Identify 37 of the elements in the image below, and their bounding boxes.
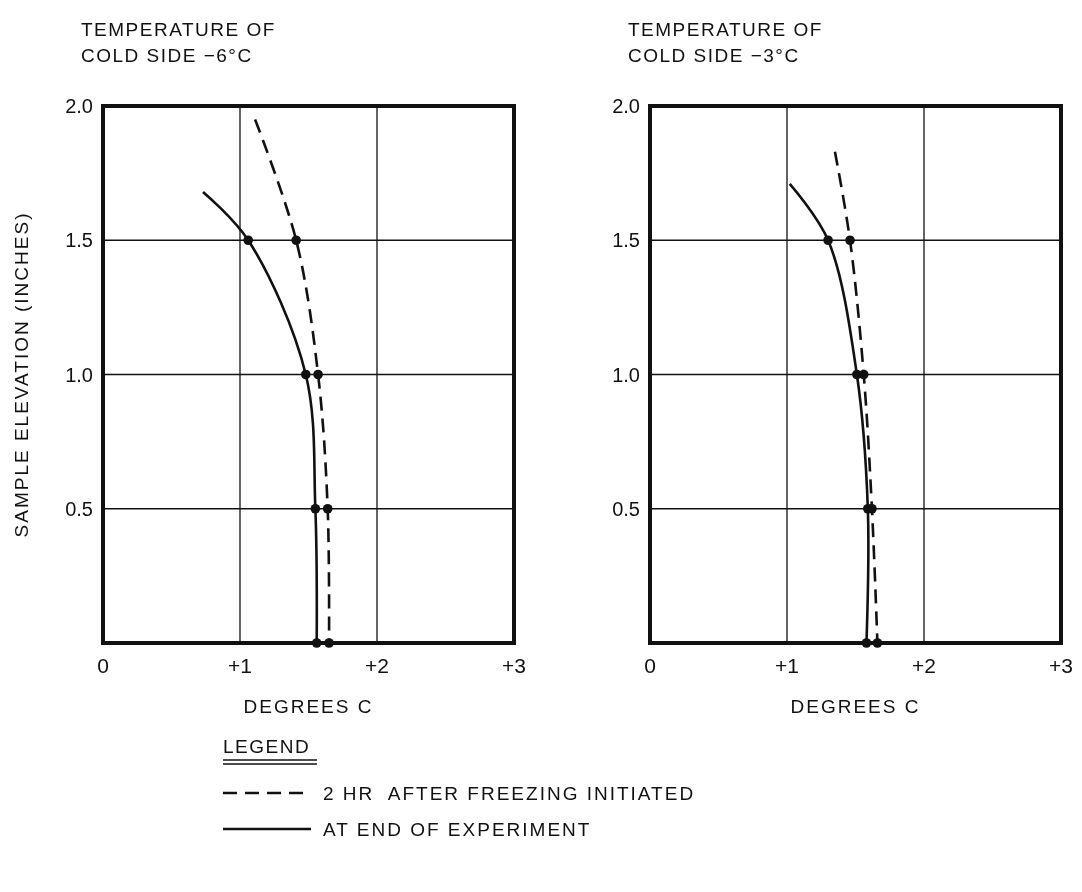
chart-title: TEMPERATURE OF COLD SIDE −6°C [81, 19, 276, 66]
point [243, 235, 254, 246]
y-tick-label: 1.5 [65, 229, 93, 252]
point [823, 235, 833, 246]
y-tick-label: 0.5 [612, 497, 640, 520]
x-tick-label: +3 [1049, 654, 1073, 677]
point [845, 235, 855, 246]
point [852, 369, 862, 380]
point [861, 638, 872, 648]
y-tick-label: 0.5 [65, 497, 93, 520]
y-tick-label: 2.0 [65, 95, 93, 117]
y-tick-label: 2.0 [612, 95, 640, 117]
legend-label: AT END OF EXPERIMENT [323, 819, 592, 840]
x-tick-label: 0 [97, 654, 109, 677]
legend-label: 2 HR AFTER FREEZING INITIATED [323, 783, 696, 804]
point [311, 638, 322, 648]
x-tick-label: +3 [502, 654, 526, 677]
x-tick-label: 0 [644, 654, 656, 677]
chart-title: TEMPERATURE OF COLD SIDE −3°C [628, 19, 823, 66]
point [313, 369, 323, 380]
point [872, 638, 883, 648]
y-tick-label: 1.5 [612, 229, 640, 252]
point [300, 369, 311, 380]
x-tick-label: +2 [365, 654, 389, 677]
x-tick-label: +2 [912, 654, 936, 677]
legend-title: LEGEND [223, 736, 311, 757]
y-axis-title: SAMPLE ELEVATION (INCHES) [11, 211, 32, 538]
point [310, 503, 321, 514]
y-tick-label: 1.0 [612, 363, 640, 386]
y-tick-label: 1.0 [65, 363, 93, 386]
x-tick-label: +1 [228, 654, 252, 677]
point [324, 638, 334, 648]
point [291, 235, 301, 246]
x-axis-title: DEGREES C [243, 696, 374, 717]
x-axis-title: DEGREES C [790, 696, 921, 717]
x-tick-label: +1 [775, 654, 799, 677]
point [322, 503, 333, 514]
